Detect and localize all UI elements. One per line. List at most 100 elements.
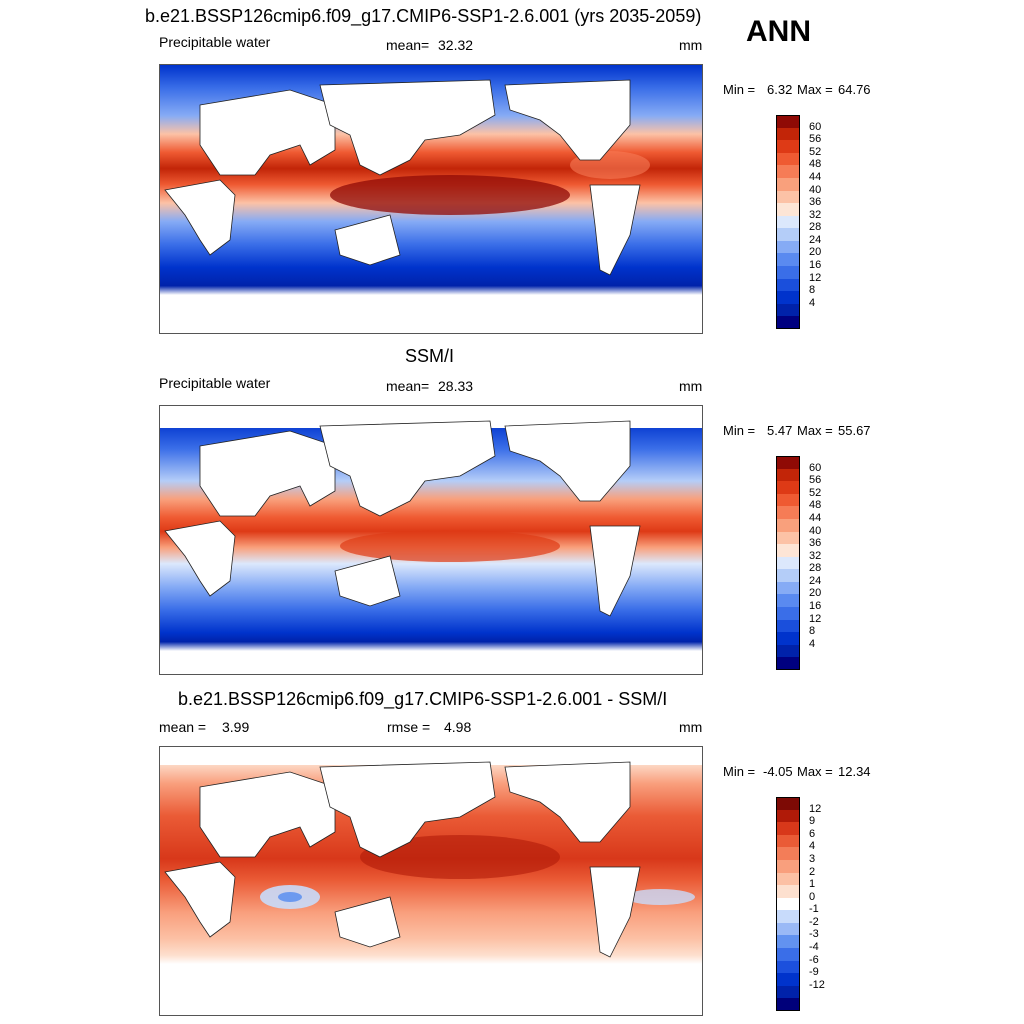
colorbar-box [776,240,800,254]
colorbar-box [776,518,800,533]
colorbar-box [776,632,800,646]
colorbar-tick-label: -9 [809,966,819,979]
colorbar-box [776,910,800,924]
colorbar-tick-label: 28 [809,562,822,575]
panel3-rmse-value: 4.98 [444,719,472,735]
panel2-min-value: 5.47 [767,423,793,438]
colorbar-tick-label: 40 [809,524,822,537]
colorbar-tick-label: 32 [809,208,822,221]
colorbar-tick-label: 24 [809,233,822,246]
panel1-mean-value: 32.32 [438,37,474,53]
colorbar-box [776,834,800,848]
colorbar-tick-label: 36 [809,537,822,550]
colorbar-box [776,594,800,608]
colorbar-box [776,115,800,129]
colorbar-box [776,493,800,507]
colorbar-box [776,506,800,520]
colorbar-tick-label: -4 [809,941,819,954]
panel1-min-value: 6.32 [767,82,793,97]
panel3-min-label: Min = [723,764,756,779]
colorbar-tick-label: 20 [809,587,822,600]
colorbar-tick-label: 8 [809,625,816,638]
colorbar-box [776,885,800,899]
colorbar-box [776,822,800,836]
colorbar-tick-label: 12 [809,612,822,625]
colorbar-box [776,556,800,570]
colorbar-tick-label: 9 [809,815,816,828]
colorbar-box [776,797,800,811]
colorbar-box [776,935,800,949]
colorbar-box [776,316,800,330]
colorbar-tick-label: 44 [809,511,822,524]
colorbar-box [776,203,800,217]
colorbar-tick-label: 12 [809,271,822,284]
panel1-min-label: Min = [723,82,756,97]
colorbar-box [776,481,800,495]
colorbar-box [776,847,800,861]
colorbar-tick-label: 8 [809,284,816,297]
colorbar-box [776,190,800,204]
colorbar-tick-label: 16 [809,259,822,272]
panel1-mean-label: mean= [386,37,430,53]
colorbar-tick-label: 16 [809,600,822,613]
colorbar-box [776,303,800,317]
colorbar-box [776,859,800,874]
colorbar-tick-label: 44 [809,170,822,183]
colorbar-box [776,177,800,192]
colorbar-box [776,127,800,141]
panel1-units: mm [679,37,703,53]
colorbar-tick-label: 24 [809,574,822,587]
colorbar-tick-label: 1 [809,878,816,891]
panel1-map [159,64,703,334]
colorbar-tick-label: 48 [809,158,822,171]
colorbar-tick-label: 36 [809,196,822,209]
colorbar-tick-label: 0 [809,890,816,903]
panel2-min-label: Min = [723,423,756,438]
colorbar-tick-label: 4 [809,840,816,853]
panel1-max-label: Max = [797,82,833,97]
colorbar-box [776,544,800,558]
panel2-max-label: Max = [797,423,833,438]
colorbar-tick-label: 52 [809,486,822,499]
colorbar-box [776,278,800,292]
colorbar-tick-label: 28 [809,221,822,234]
colorbar-tick-label: -1 [809,903,819,916]
colorbar-tick-label: 60 [809,120,822,133]
colorbar-box [776,657,800,671]
panel2-colorbar: 60 56 52 48 44 40 36 32 28 24 20 16 12 8 4 [776,456,821,671]
colorbar-box [776,291,800,305]
colorbar-box [776,948,800,962]
panel3-mean-value: 3.99 [222,719,250,735]
panel2-mean-label: mean= [386,378,430,394]
colorbar-box [776,456,800,470]
colorbar-box [776,644,800,658]
panel2-mean-value: 28.33 [438,378,474,394]
colorbar-tick-label: 2 [809,865,816,878]
panel3-min-value: -4.05 [763,764,793,779]
colorbar-box [776,581,800,595]
colorbar-box [776,569,800,583]
colorbar-tick-label: 12 [809,802,822,815]
colorbar-box [776,266,800,280]
panel1-variable-label: Precipitable water [159,34,271,50]
panel3-rmse-label: rmse = [387,719,431,735]
colorbar-tick-label: 52 [809,145,822,158]
colorbar-box [776,872,800,886]
colorbar-tick-label: 4 [809,637,816,650]
colorbar-box [776,468,800,482]
colorbar-tick-label: 6 [809,827,816,840]
colorbar-box [776,809,800,823]
panel1-colorbar: 60 56 52 48 44 40 36 32 28 24 20 16 12 8 4 [776,115,821,330]
colorbar-box [776,897,800,911]
panel3-heading: b.e21.BSSP126cmip6.f09_g17.CMIP6-SSP1-2.… [178,689,668,709]
colorbar-tick-label: -12 [809,978,825,991]
panel3-units: mm [679,719,703,735]
colorbar-tick-label: 32 [809,549,822,562]
colorbar-box [776,140,800,154]
colorbar-box [776,922,800,936]
panel3-mean-label: mean = [159,719,207,735]
colorbar-box [776,152,800,166]
colorbar-tick-label: 40 [809,183,822,196]
figure-title: b.e21.BSSP126cmip6.f09_g17.CMIP6-SSP1-2.… [145,6,702,26]
panel3-map [159,746,703,1016]
